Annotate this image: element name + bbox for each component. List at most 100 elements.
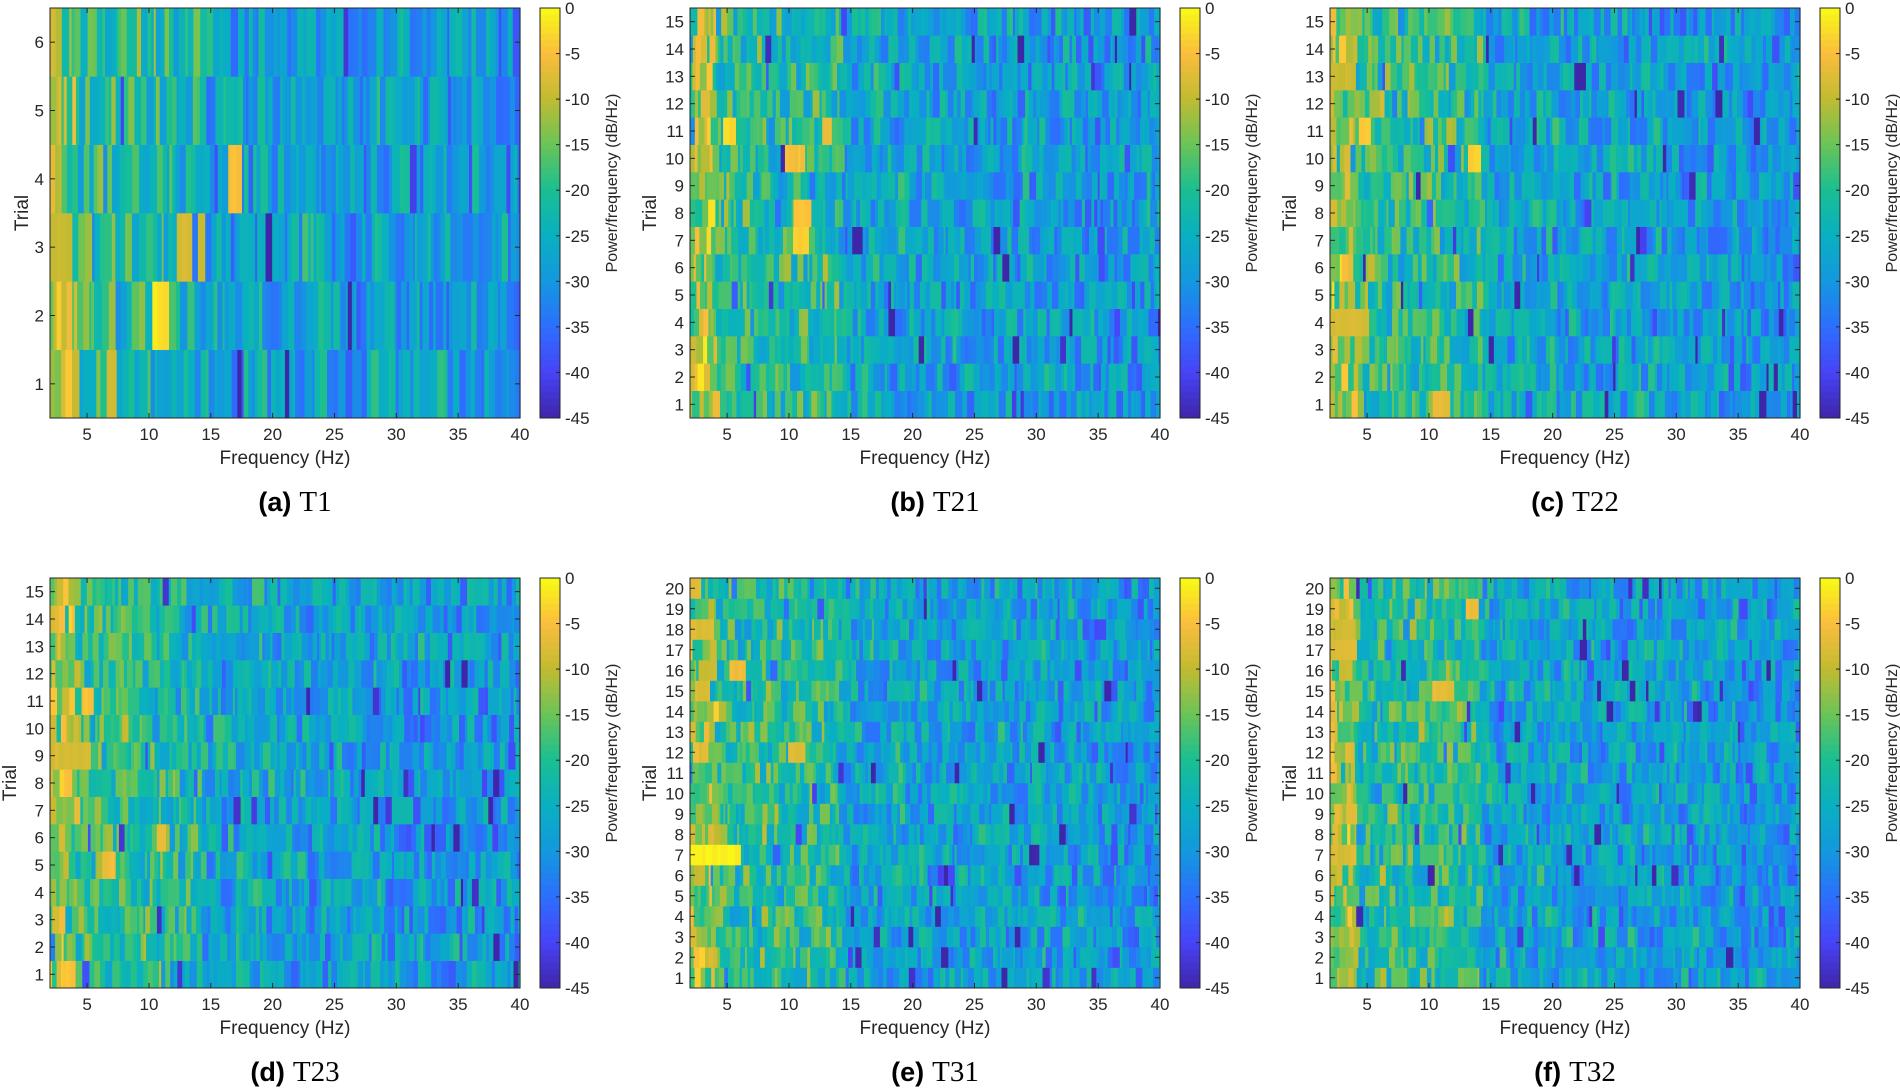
colorbar-swatch xyxy=(540,289,560,297)
heatmap-cell xyxy=(130,742,135,770)
heatmap-cell xyxy=(718,62,726,91)
heatmap-cell xyxy=(889,199,897,227)
colorbar-label: Power/frequency (dB/Hz) xyxy=(1884,94,1900,273)
heatmap-cell xyxy=(1042,62,1049,91)
heatmap-cell xyxy=(1337,199,1342,227)
heatmap-cell xyxy=(716,363,722,391)
heatmap-cell xyxy=(259,742,264,770)
heatmap-cell xyxy=(351,851,357,879)
heatmap-cell xyxy=(1453,35,1458,63)
colorbar-swatch xyxy=(1820,187,1840,195)
heatmap-cell xyxy=(1423,336,1427,364)
heatmap-cell xyxy=(1713,144,1720,173)
heatmap-cell xyxy=(865,144,873,173)
heatmap-cell xyxy=(125,742,130,770)
heatmap-cell xyxy=(1128,90,1132,118)
heatmap-cell xyxy=(856,281,862,309)
heatmap-cell xyxy=(752,8,758,36)
heatmap-cell xyxy=(261,213,267,282)
heatmap-cell xyxy=(1414,62,1418,91)
heatmap-cell xyxy=(1499,199,1503,227)
heatmap-cell xyxy=(822,144,830,173)
heatmap-cell xyxy=(1102,308,1110,337)
heatmap-cell xyxy=(1386,199,1390,227)
heatmap-cell xyxy=(1089,390,1093,419)
heatmap-cell xyxy=(1030,308,1034,337)
heatmap-cell xyxy=(507,960,512,989)
heatmap-cell xyxy=(89,144,95,214)
heatmap-cell xyxy=(222,281,226,350)
heatmap-cell xyxy=(1603,281,1608,309)
heatmap-cell xyxy=(911,8,916,36)
heatmap-cell xyxy=(921,172,926,200)
heatmap-cell xyxy=(975,281,982,309)
heatmap-cell xyxy=(744,226,750,255)
heatmap-cell xyxy=(1690,35,1695,63)
heatmap-cell xyxy=(1710,144,1715,173)
heatmap-cell xyxy=(1619,90,1627,118)
heatmap-cell xyxy=(284,213,288,282)
heatmap-cell xyxy=(1067,199,1076,227)
colorbar-swatch xyxy=(1180,392,1200,400)
heatmap-cell xyxy=(510,76,516,145)
heatmap-cell xyxy=(53,769,61,797)
heatmap-cell xyxy=(694,90,699,118)
heatmap-cell xyxy=(1727,199,1734,227)
heatmap-cell xyxy=(1345,62,1348,91)
heatmap-cell xyxy=(1494,254,1499,282)
heatmap-cell xyxy=(421,824,425,852)
heatmap-cell xyxy=(140,851,146,879)
heatmap-cell xyxy=(316,213,321,282)
colorbar-swatch xyxy=(1180,373,1200,381)
heatmap-cell xyxy=(958,144,963,173)
heatmap-cell xyxy=(1080,90,1085,118)
heatmap-cell xyxy=(1531,172,1535,200)
heatmap-cell xyxy=(1113,336,1120,364)
heatmap-cell xyxy=(1111,90,1116,118)
heatmap-cell xyxy=(872,8,879,36)
heatmap-cell xyxy=(205,281,211,350)
heatmap-cell xyxy=(1014,8,1020,36)
heatmap-cell xyxy=(1352,35,1358,63)
heatmap-cell xyxy=(814,144,819,173)
heatmap-cell xyxy=(59,213,67,282)
heatmap-cell xyxy=(1020,390,1025,419)
heatmap-cell xyxy=(106,349,114,419)
colorbar-tick-label: -5 xyxy=(1205,45,1220,64)
heatmap-cell xyxy=(319,796,327,825)
heatmap-cell xyxy=(812,254,818,282)
heatmap-cell xyxy=(712,62,717,91)
heatmap-cell xyxy=(1438,117,1443,145)
heatmap-cell xyxy=(230,144,238,214)
heatmap-cell xyxy=(400,933,405,961)
heatmap-cell xyxy=(1697,144,1704,173)
heatmap-cell xyxy=(753,90,757,118)
heatmap-cell xyxy=(775,90,781,118)
colorbar-swatch xyxy=(540,238,560,246)
heatmap-cell xyxy=(967,226,976,255)
heatmap-cell xyxy=(1494,144,1500,173)
heatmap-cell xyxy=(352,8,359,77)
heatmap-cell xyxy=(911,363,917,391)
heatmap-cell xyxy=(1496,117,1504,145)
heatmap-cell xyxy=(809,254,813,282)
heatmap-cell xyxy=(852,62,859,91)
heatmap-cell xyxy=(1426,254,1435,282)
heatmap-cell xyxy=(218,76,225,145)
heatmap-cell xyxy=(397,769,405,797)
colorbar-swatch xyxy=(1820,225,1840,233)
heatmap-cell xyxy=(480,851,487,879)
heatmap-cell xyxy=(1143,199,1148,227)
heatmap-cell xyxy=(1486,308,1490,337)
heatmap-cell xyxy=(262,933,268,961)
heatmap-cell xyxy=(174,824,179,852)
heatmap-cell xyxy=(1689,308,1695,337)
heatmap-cell xyxy=(925,281,931,309)
heatmap-cell xyxy=(1630,199,1634,227)
heatmap-cell xyxy=(1670,308,1674,337)
heatmap-cell xyxy=(449,8,457,77)
heatmap-cell xyxy=(1627,390,1635,419)
heatmap-cell xyxy=(800,144,804,173)
heatmap-cell xyxy=(1732,90,1738,118)
heatmap-cell xyxy=(1379,390,1386,419)
